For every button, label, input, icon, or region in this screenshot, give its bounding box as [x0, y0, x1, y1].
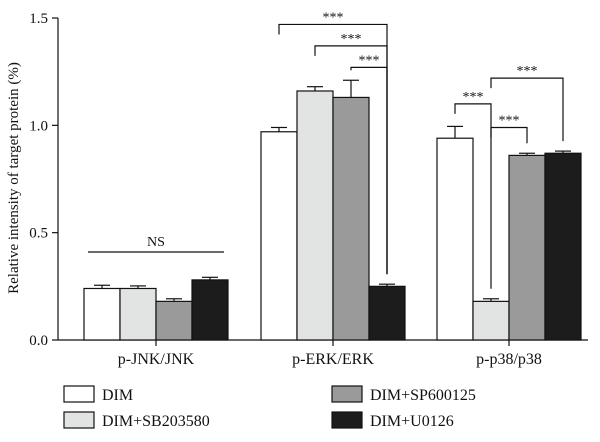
legend-swatch [63, 385, 95, 403]
significance-label: *** [359, 53, 380, 68]
y-tick-label: 0.0 [29, 333, 48, 349]
legend-label: DIM+SB203580 [102, 413, 210, 430]
y-axis-title: Relative intensity of target protein (%) [6, 62, 22, 294]
bar [260, 131, 298, 341]
y-tick-label: 1.5 [29, 11, 48, 27]
bar [472, 300, 510, 341]
significance-bracket [350, 66, 388, 275]
bar [368, 285, 406, 341]
significance-label: *** [499, 113, 520, 128]
legend-label: DIM [102, 387, 133, 404]
y-tick-label: 0.5 [29, 226, 48, 242]
bar [119, 287, 157, 341]
bar [508, 154, 546, 341]
y-tick-label: 1.0 [29, 118, 48, 134]
bar [155, 300, 193, 341]
bar [436, 137, 474, 341]
legend-swatch [331, 385, 363, 403]
bar [83, 287, 121, 341]
significance-bracket [490, 126, 528, 144]
x-tick-label: p-JNK/JNK [118, 351, 195, 368]
significance-label: *** [517, 64, 538, 79]
significance-label: *** [323, 10, 344, 25]
x-tick-label: p-p38/p38 [476, 351, 542, 368]
legend-label: DIM+U0126 [370, 413, 454, 430]
significance-label: *** [463, 90, 484, 105]
bar [544, 152, 582, 341]
legend-swatch [63, 411, 95, 429]
ns-label: NS [147, 235, 165, 250]
bar [332, 96, 370, 341]
significance-bracket [454, 103, 492, 289]
legend-swatch [331, 411, 363, 429]
significance-bracket [490, 77, 564, 142]
legend-label: DIM+SP600125 [370, 387, 476, 404]
x-tick-label: p-ERK/ERK [292, 351, 374, 368]
bar [191, 279, 229, 341]
significance-label: *** [341, 32, 362, 47]
bar [296, 90, 334, 341]
